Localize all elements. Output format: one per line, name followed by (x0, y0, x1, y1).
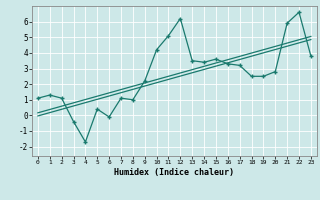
X-axis label: Humidex (Indice chaleur): Humidex (Indice chaleur) (115, 168, 234, 177)
